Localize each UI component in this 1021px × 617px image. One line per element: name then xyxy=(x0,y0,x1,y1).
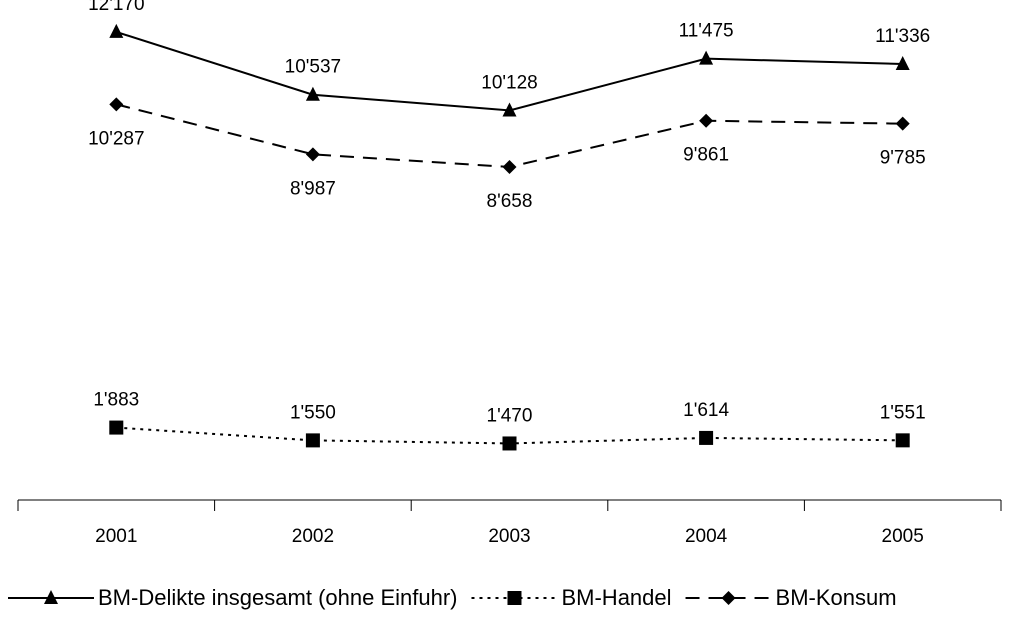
square-marker-shape xyxy=(502,436,517,451)
data-label: 1'551 xyxy=(880,402,926,423)
x-axis: 2001 2002 2003 2004 2005 xyxy=(17,499,1002,547)
square-marker-shape xyxy=(507,591,522,605)
diamond-marker xyxy=(502,160,517,174)
legend-label: BM-Delikte insgesamt (ohne Einfuhr) xyxy=(98,585,457,610)
series-line-0 xyxy=(115,30,903,112)
diamond-marker-shape xyxy=(895,116,910,131)
square-marker-shape xyxy=(699,430,714,445)
triangle-marker xyxy=(699,50,714,65)
triangle-marker xyxy=(502,102,517,117)
triangle-marker-shape xyxy=(44,590,58,604)
x-tick-label-2004: 2004 xyxy=(685,526,728,547)
data-labels: 12'170 10'537 10'128 11'475 11'336 1'883 1'550… xyxy=(88,0,930,426)
data-label: 10'287 xyxy=(88,128,144,149)
square-marker-shape xyxy=(109,420,124,435)
legend-entry-2: BM-Konsum xyxy=(685,585,897,610)
diamond-marker-shape xyxy=(699,113,714,128)
legend-triangle-icon xyxy=(44,590,58,604)
diamond-marker xyxy=(895,116,910,131)
diamond-marker-shape xyxy=(502,160,517,174)
square-marker xyxy=(305,433,320,448)
diamond-marker-shape xyxy=(305,147,320,162)
data-label: 11'475 xyxy=(679,21,734,42)
square-marker xyxy=(895,433,910,448)
diamond-marker xyxy=(699,113,714,128)
data-label: 11'336 xyxy=(875,26,930,47)
data-label: 12'170 xyxy=(88,0,144,15)
data-label: 8'987 xyxy=(290,178,336,199)
data-label: 1'550 xyxy=(290,402,336,423)
diamond-marker-shape xyxy=(109,97,124,112)
series-layer xyxy=(109,23,910,451)
x-tick-label-2005: 2005 xyxy=(882,526,924,547)
triangle-marker-shape xyxy=(895,56,910,70)
data-label: 10'128 xyxy=(481,72,537,93)
x-tick-label-2001: 2001 xyxy=(95,526,137,547)
diamond-marker xyxy=(305,147,320,162)
data-label: 10'537 xyxy=(285,57,341,78)
square-marker xyxy=(109,420,124,435)
legend: BM-Delikte insgesamt (ohne Einfuhr) BM-Ha… xyxy=(8,585,897,610)
data-label: 9'785 xyxy=(880,148,926,169)
square-marker-shape xyxy=(895,433,910,448)
legend-entry-0: BM-Delikte insgesamt (ohne Einfuhr) xyxy=(8,585,457,610)
legend-label: BM-Handel xyxy=(561,585,671,610)
triangle-marker-shape xyxy=(502,102,517,117)
triangle-marker-shape xyxy=(699,50,714,65)
legend-diamond-icon xyxy=(721,591,736,605)
diamond-marker xyxy=(109,97,124,112)
data-label: 1'470 xyxy=(487,405,533,426)
legend-label: BM-Konsum xyxy=(776,585,897,610)
legend-square-icon xyxy=(507,591,522,605)
data-label: 9'861 xyxy=(683,145,729,166)
x-tick-label-2003: 2003 xyxy=(488,526,530,547)
diamond-marker-shape xyxy=(721,591,736,605)
triangle-marker-shape xyxy=(109,23,124,38)
square-marker xyxy=(699,430,714,445)
square-marker-shape xyxy=(305,433,320,448)
triangle-marker xyxy=(305,86,320,101)
legend-entry-1: BM-Handel xyxy=(471,585,672,610)
triangle-marker xyxy=(109,23,124,38)
triangle-marker xyxy=(895,56,910,70)
triangle-marker-shape xyxy=(305,86,320,101)
square-marker xyxy=(502,436,517,451)
data-label: 8'658 xyxy=(487,191,533,212)
x-tick-label-2002: 2002 xyxy=(292,526,334,547)
data-label: 1'883 xyxy=(93,390,139,411)
data-label: 1'614 xyxy=(683,400,729,421)
